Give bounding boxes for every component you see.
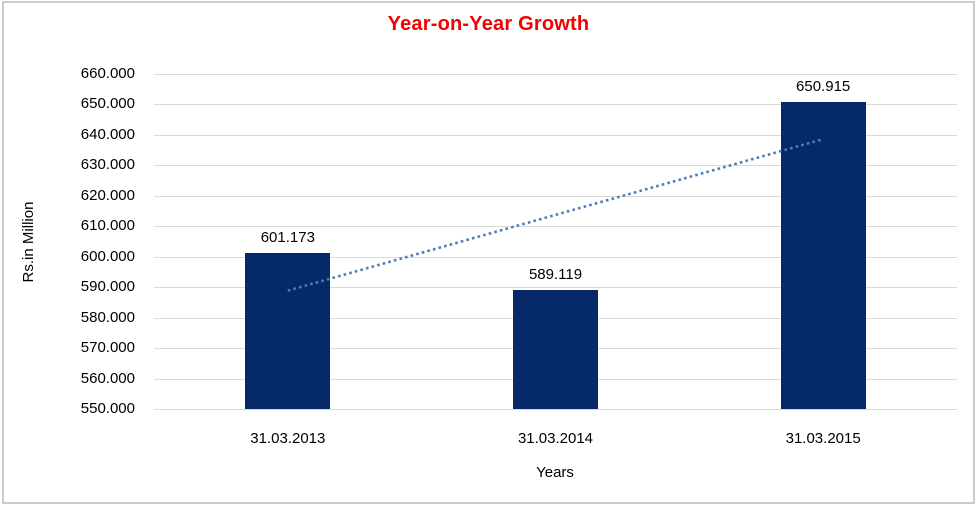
y-tick-label: 570.000 xyxy=(80,339,135,357)
y-tick-label: 620.000 xyxy=(80,186,135,204)
y-tick-label: 660.000 xyxy=(80,65,135,82)
x-tick-label: 31.03.2014 xyxy=(517,430,594,447)
bar-value-label: 601.173 xyxy=(260,229,315,247)
y-tick-label: 630.000 xyxy=(80,156,135,174)
gridline xyxy=(154,195,957,197)
bar-31.03.2014[interactable] xyxy=(513,289,598,409)
trendline[interactable] xyxy=(287,137,824,292)
y-tick-label: 550.000 xyxy=(80,400,135,417)
y-tick-label: 590.000 xyxy=(80,278,135,296)
gridline xyxy=(154,287,957,289)
gridline xyxy=(154,165,957,167)
gridline xyxy=(154,226,957,228)
x-axis-title: Years xyxy=(536,464,574,481)
y-tick-label: 640.000 xyxy=(80,125,135,143)
gridline xyxy=(154,256,957,258)
gridline xyxy=(154,409,957,410)
plot-area: 601.173 589.119 650.915 xyxy=(154,74,957,410)
gridline xyxy=(154,74,957,75)
bar-value-label: 589.119 xyxy=(528,265,583,283)
gridline xyxy=(154,134,957,136)
chart-title: Year-on-Year Growth xyxy=(387,13,590,35)
y-tick-label: 610.000 xyxy=(80,217,135,235)
x-tick-label: 31.03.2015 xyxy=(785,430,861,447)
y-tick-label: 560.000 xyxy=(80,369,135,387)
x-tick-label: 31.03.2013 xyxy=(250,430,326,447)
y-tick-label: 580.000 xyxy=(80,308,135,326)
chart-frame: Year-on-Year Growth Rs.in Million 601.17… xyxy=(2,1,975,504)
y-tick-label: 600.000 xyxy=(80,247,135,265)
bar-31.03.2015[interactable] xyxy=(780,101,866,409)
bar-value-label: 650.915 xyxy=(796,77,851,95)
bar-31.03.2013[interactable] xyxy=(245,253,331,409)
gridline xyxy=(154,104,957,106)
y-tick-label: 650.000 xyxy=(80,95,135,113)
